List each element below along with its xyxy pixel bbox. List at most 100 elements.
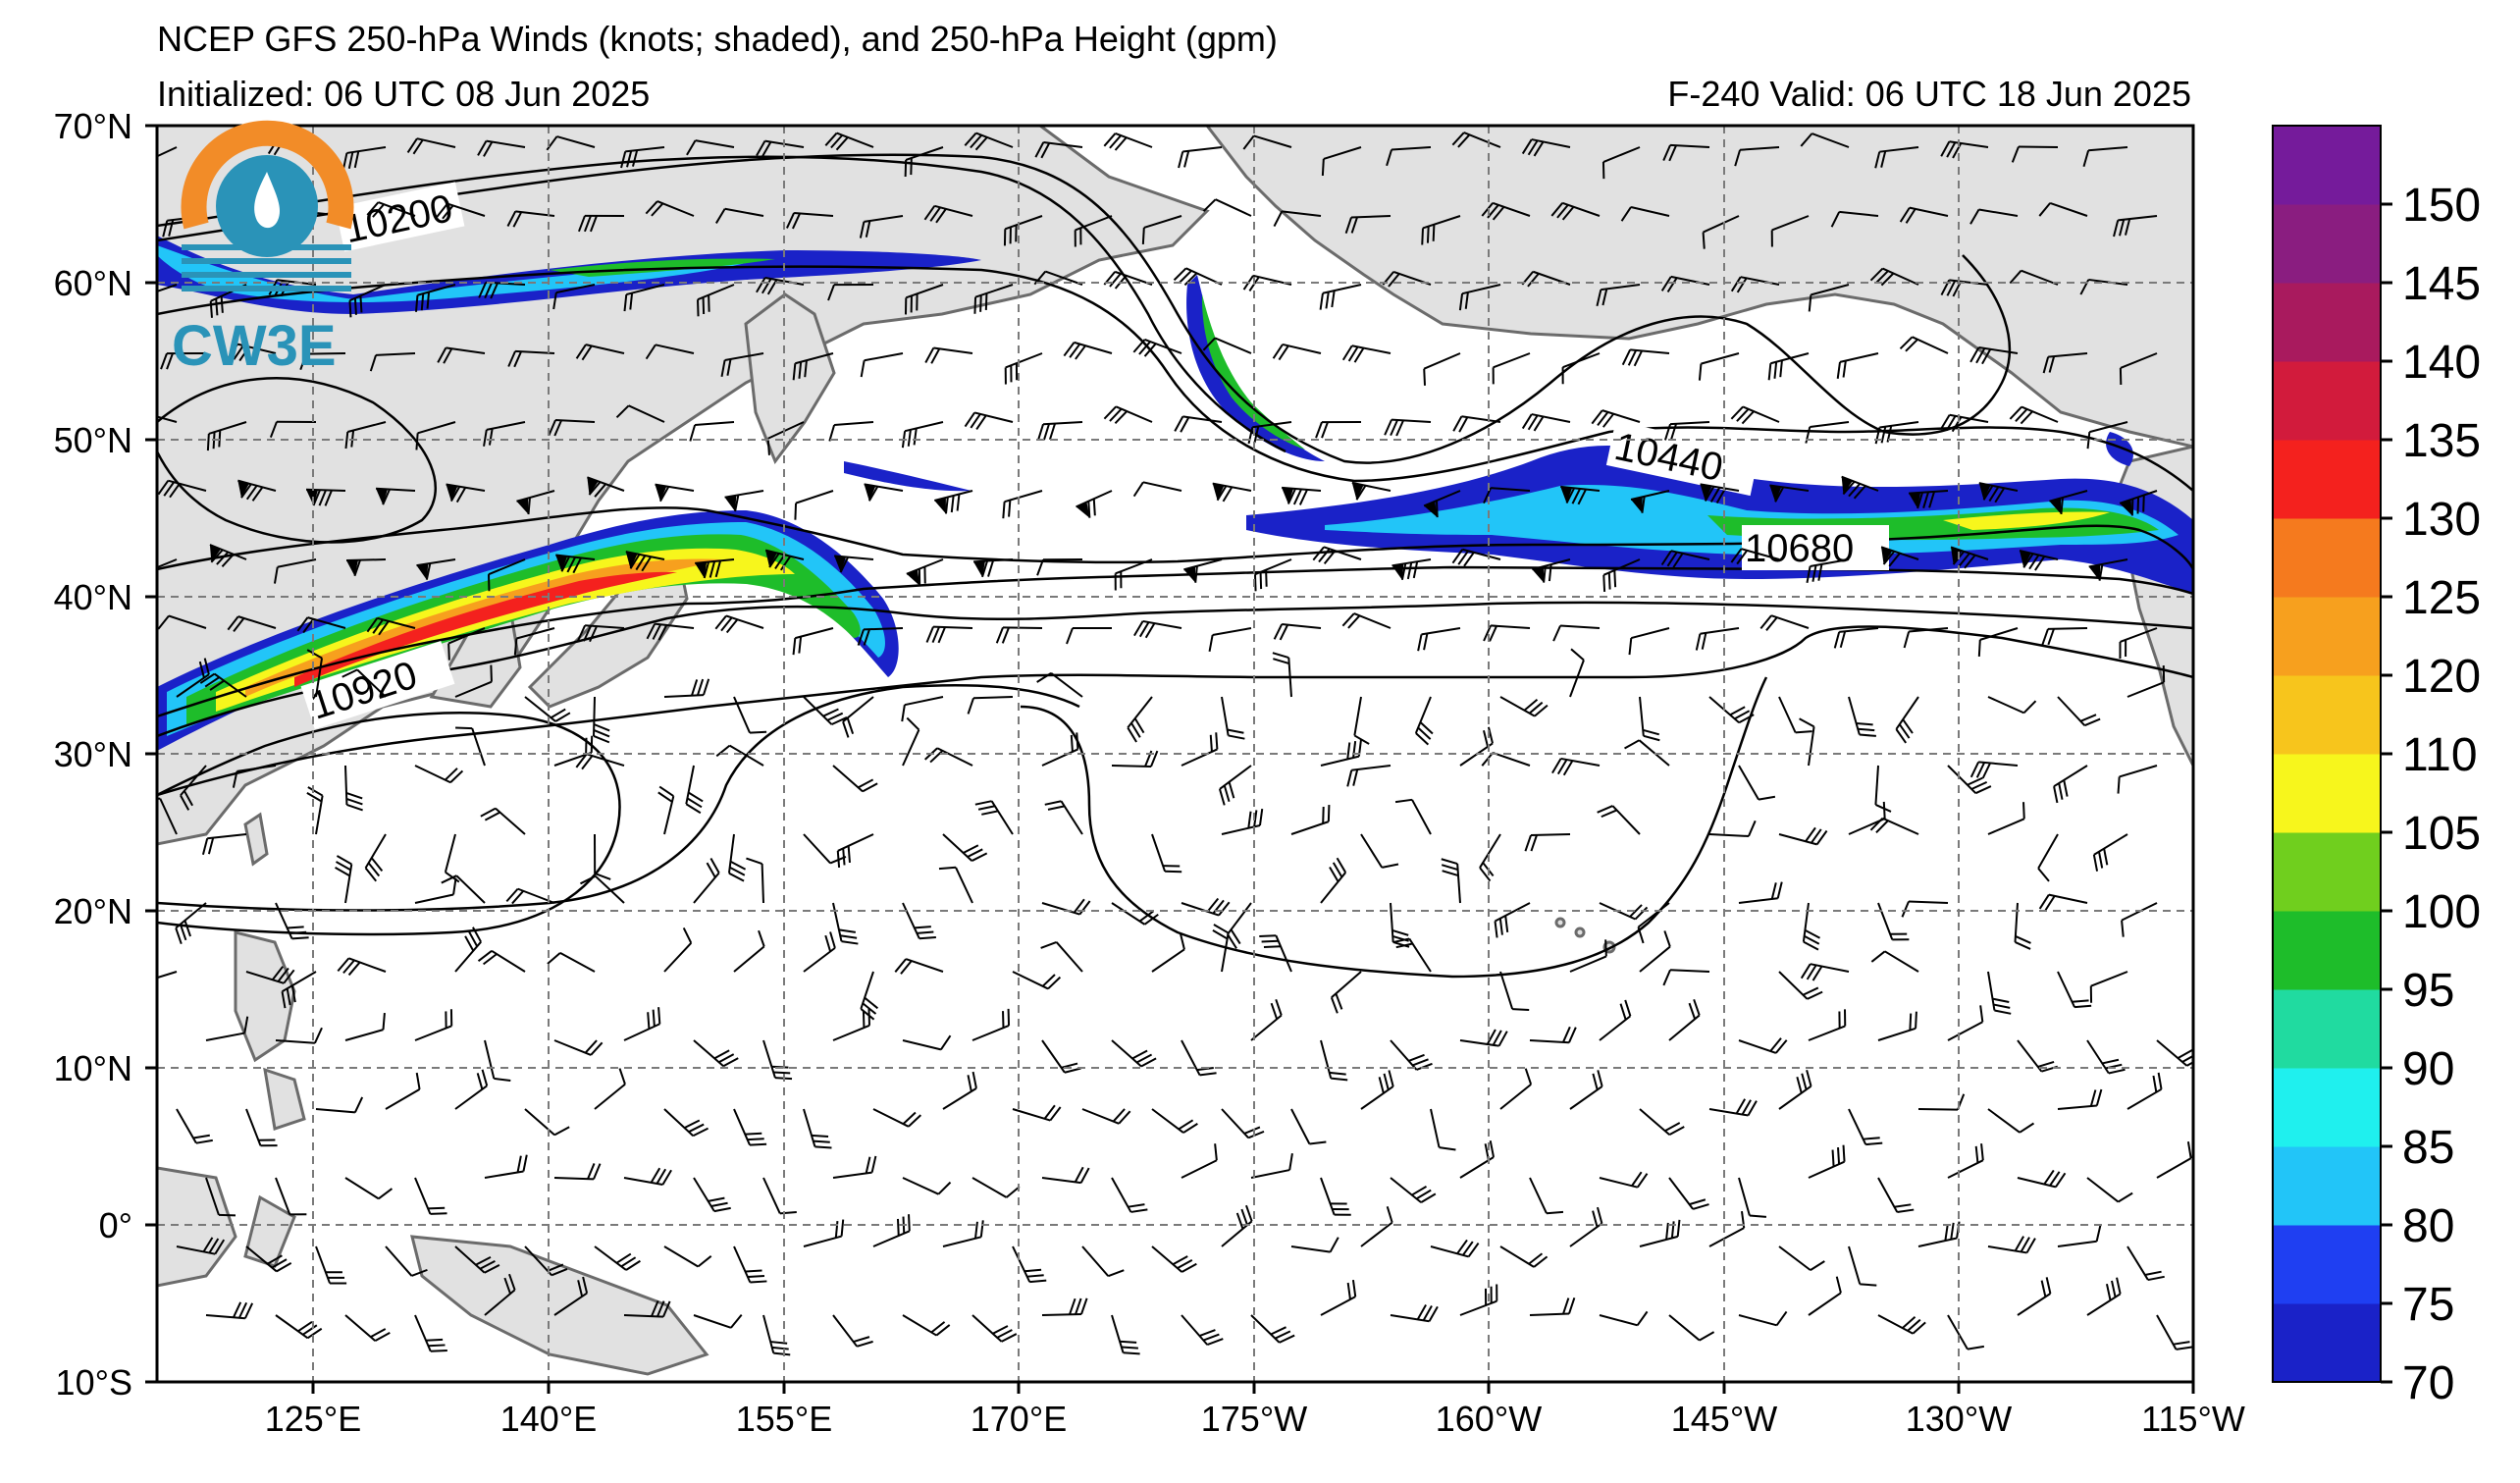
wind-barb <box>1012 1245 1047 1284</box>
wind-barb <box>727 833 747 882</box>
wind-barb <box>864 483 904 502</box>
wind-barb <box>454 664 493 698</box>
wind-barb <box>2086 421 2128 450</box>
wind-barb <box>315 1245 347 1285</box>
wind-barb <box>655 483 695 503</box>
wind-barb <box>2057 1224 2102 1247</box>
wind-barb <box>1978 482 2019 503</box>
wind-barb <box>484 1039 511 1082</box>
wind-barb <box>1499 696 1549 717</box>
wind-barb <box>1621 348 1670 367</box>
lon-label: 140°E <box>500 1399 597 1439</box>
wind-barb <box>1738 1037 1788 1054</box>
wind-barb <box>964 132 1014 151</box>
wind-barb <box>1947 1314 1985 1351</box>
wind-barb <box>1441 858 1461 904</box>
wind-barb <box>1111 902 1159 926</box>
gridlines <box>157 126 2193 1382</box>
wind-barb <box>832 902 859 945</box>
wind-barb <box>275 1027 323 1044</box>
wind-barb <box>1421 215 1461 245</box>
wind-barb <box>477 139 526 157</box>
wind-barb <box>971 1314 1018 1343</box>
colorbar-segment <box>2273 440 2381 519</box>
wind-barb <box>416 558 456 580</box>
wind-barb <box>2119 627 2158 660</box>
wind-barb <box>1344 215 1391 235</box>
wind-barb <box>587 476 625 498</box>
wind-barb <box>1987 1236 2036 1254</box>
wind-barb <box>1221 696 1245 740</box>
wind-barb <box>1392 937 1432 973</box>
wind-barb <box>1808 1276 1842 1316</box>
wind-barb <box>553 1039 604 1056</box>
wind-barb <box>414 765 464 784</box>
wind-barb <box>1597 805 1641 835</box>
wind-barb <box>2019 550 2059 571</box>
lon-label: 160°W <box>1436 1399 1542 1439</box>
wind-barb <box>1212 924 1230 973</box>
wind-barb <box>1903 627 1949 649</box>
wind-barb <box>385 1072 421 1110</box>
wind-barb <box>663 1108 709 1138</box>
lat-label: 50°N <box>54 420 132 460</box>
wind-barb <box>2088 558 2128 581</box>
wind-barb <box>1351 481 1391 501</box>
wind-barb <box>1390 1304 1439 1323</box>
wind-barb <box>620 146 665 169</box>
wind-barb <box>548 419 596 437</box>
wind-barb <box>904 146 944 178</box>
wind-barb <box>406 137 456 155</box>
wind-barb <box>1987 1108 2035 1134</box>
lat-label: 20°N <box>54 891 132 931</box>
wind-barb <box>1114 558 1153 591</box>
wind-barb <box>344 1177 394 1200</box>
wind-barb <box>1695 627 1740 651</box>
wind-barb <box>1312 546 1362 565</box>
wind-barb <box>1987 696 2037 715</box>
wind-barb <box>2082 146 2128 168</box>
wind-barb <box>1414 696 1434 746</box>
wind-barb <box>1103 132 1153 151</box>
wind-barb <box>746 857 764 904</box>
wind-barb <box>1987 971 2012 1015</box>
wind-barb <box>1076 490 1113 518</box>
wind-barb <box>1063 341 1113 360</box>
wind-barb <box>1808 1144 1846 1179</box>
wind-barb <box>1430 1239 1480 1258</box>
wind-barb <box>693 1039 739 1068</box>
wind-barb <box>766 421 805 455</box>
wind-barb <box>1004 352 1043 385</box>
wind-barb <box>792 352 834 381</box>
wind-barb <box>1111 1314 1140 1355</box>
wind-barb <box>973 558 1014 578</box>
wind-barb <box>344 1314 391 1342</box>
wind-barb <box>205 1301 254 1320</box>
lon-ticks <box>311 1382 2195 1394</box>
wind-barb <box>245 1245 292 1273</box>
colorbar-segment <box>2273 597 2381 676</box>
wind-barb <box>686 139 735 156</box>
wind-barb <box>803 1108 832 1149</box>
wind-barb <box>695 558 735 579</box>
wind-barb <box>1662 143 1710 162</box>
wind-barb <box>415 421 456 450</box>
wind-barb <box>689 421 735 442</box>
lon-label: 175°W <box>1201 1399 1307 1439</box>
wind-barb <box>1133 619 1182 639</box>
wind-barb <box>1321 146 1362 177</box>
colorbar-segment <box>2273 675 2381 755</box>
wind-barb <box>1738 1310 1788 1327</box>
wind-barb <box>176 1237 226 1255</box>
colorbar-segment <box>2273 1068 2381 1147</box>
colorbar-segment <box>2273 204 2381 284</box>
taiwan-land <box>243 812 269 867</box>
lat-label: 10°S <box>56 1362 132 1403</box>
alaska-land <box>1205 126 2193 449</box>
lon-label: 155°E <box>736 1399 832 1439</box>
wind-barb <box>1483 624 1531 642</box>
colorbar-label: 70 <box>2402 1357 2454 1409</box>
wind-barb <box>2017 1277 2052 1316</box>
wind-barb <box>1247 421 1292 445</box>
